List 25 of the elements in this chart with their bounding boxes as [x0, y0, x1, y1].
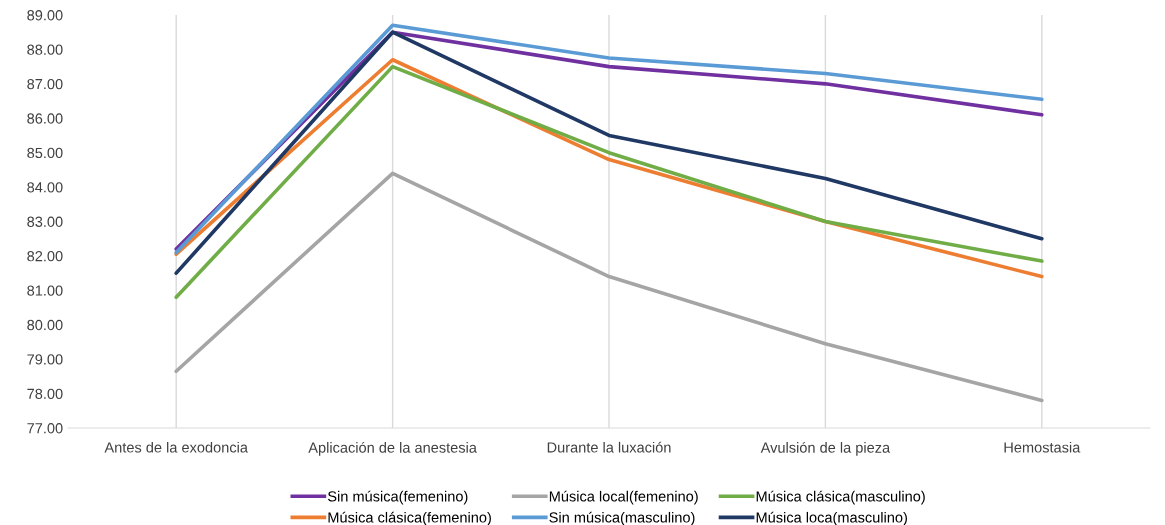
legend-label: Música clásica(femenino) — [328, 511, 491, 525]
legend-label: Sin música(masculino) — [549, 511, 695, 525]
x-tick-label: Hemostasia — [1004, 441, 1081, 453]
y-tick-label: 78.00 — [27, 388, 63, 400]
y-tick-label: 86.00 — [27, 113, 63, 124]
line-series — [174, 171, 1044, 403]
x-tick-label: Durante la luxación — [547, 441, 671, 453]
y-tick-label: 83.00 — [27, 216, 63, 227]
y-tick-label: 84.00 — [27, 182, 63, 193]
y-tick-label: 81.00 — [27, 285, 63, 296]
y-tick-label: 85.00 — [27, 147, 63, 159]
x-tick-label: Avulsión de la pieza — [760, 441, 891, 456]
y-tick-label: 89.00 — [27, 10, 63, 21]
y-tick-label: 88.00 — [27, 44, 63, 55]
x-tick-label: Aplicación de la anestesia — [308, 441, 477, 456]
legend-label: Música local(femenino) — [549, 490, 698, 505]
y-tick-label: 79.00 — [27, 354, 63, 365]
legend-label: Música loca(masculino) — [756, 511, 907, 525]
legend-label: Sin música(femenino) — [327, 490, 468, 505]
y-tick-label: 80.00 — [27, 319, 63, 331]
y-tick-label: 77.00 — [27, 423, 63, 434]
legend-label: Música clásica(masculino) — [756, 490, 925, 505]
y-tick-label: 87.00 — [27, 78, 63, 90]
x-tick-label: Antes de la exodoncia — [104, 441, 248, 453]
y-tick-label: 82.00 — [27, 251, 63, 262]
